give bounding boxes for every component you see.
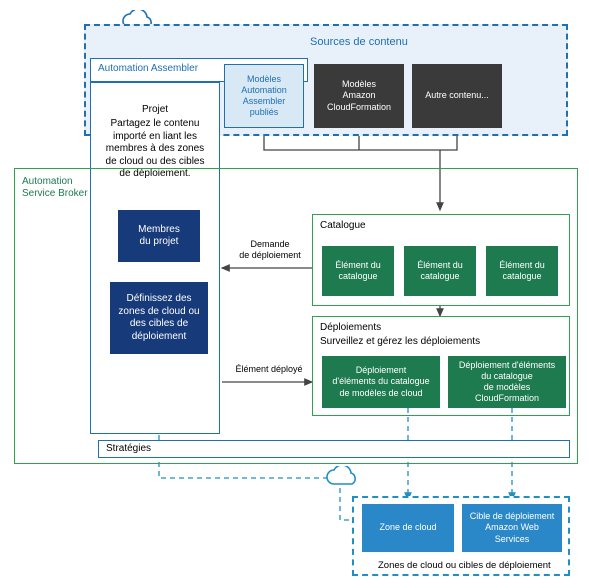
deployments-sub: Surveillez et gérez les déploiements — [320, 336, 480, 347]
projet-heading: Projet — [142, 104, 168, 117]
broker-title-1: Automation — [22, 176, 73, 187]
node-dep-2: Déploiement d'éléments du catalogue de m… — [448, 356, 566, 408]
node-cat-2: Élément du catalogue — [404, 246, 476, 296]
node-cat-3: Élément du catalogue — [486, 246, 558, 296]
assembler-title: Automation Assembler — [98, 63, 198, 74]
zones-title: Zones de cloud ou cibles de déploiement — [378, 560, 551, 571]
node-modeles-assembler: Modèles Automation Assembler publiés — [224, 64, 304, 128]
node-dep-1: Déploiement d'éléments du catalogue de m… — [322, 356, 440, 408]
node-zone-cloud: Zone de cloud — [362, 504, 454, 552]
cloud-icon-lower — [322, 466, 362, 492]
node-membres: Membres du projet — [118, 210, 200, 262]
catalogue-title: Catalogue — [320, 220, 366, 231]
node-modeles-cf: Modèles Amazon CloudFormation — [314, 64, 404, 128]
strategies-title: Stratégies — [106, 443, 151, 454]
deployments-title: Déploiements — [320, 322, 381, 333]
label-element-deploye: Élément déployé — [226, 362, 312, 378]
node-definissez: Définissez des zones de cloud ou des cib… — [110, 282, 208, 354]
sources-title: Sources de contenu — [310, 36, 408, 48]
strategies-box — [98, 440, 570, 458]
label-demande: Demande de déploiement — [228, 236, 312, 264]
broker-title-2: Service Broker — [22, 188, 88, 199]
node-cat-1: Élément du catalogue — [322, 246, 394, 296]
node-cible-aws: Cible de déploiement Amazon Web Services — [462, 504, 562, 552]
node-autre-contenu: Autre contenu... — [412, 64, 502, 128]
